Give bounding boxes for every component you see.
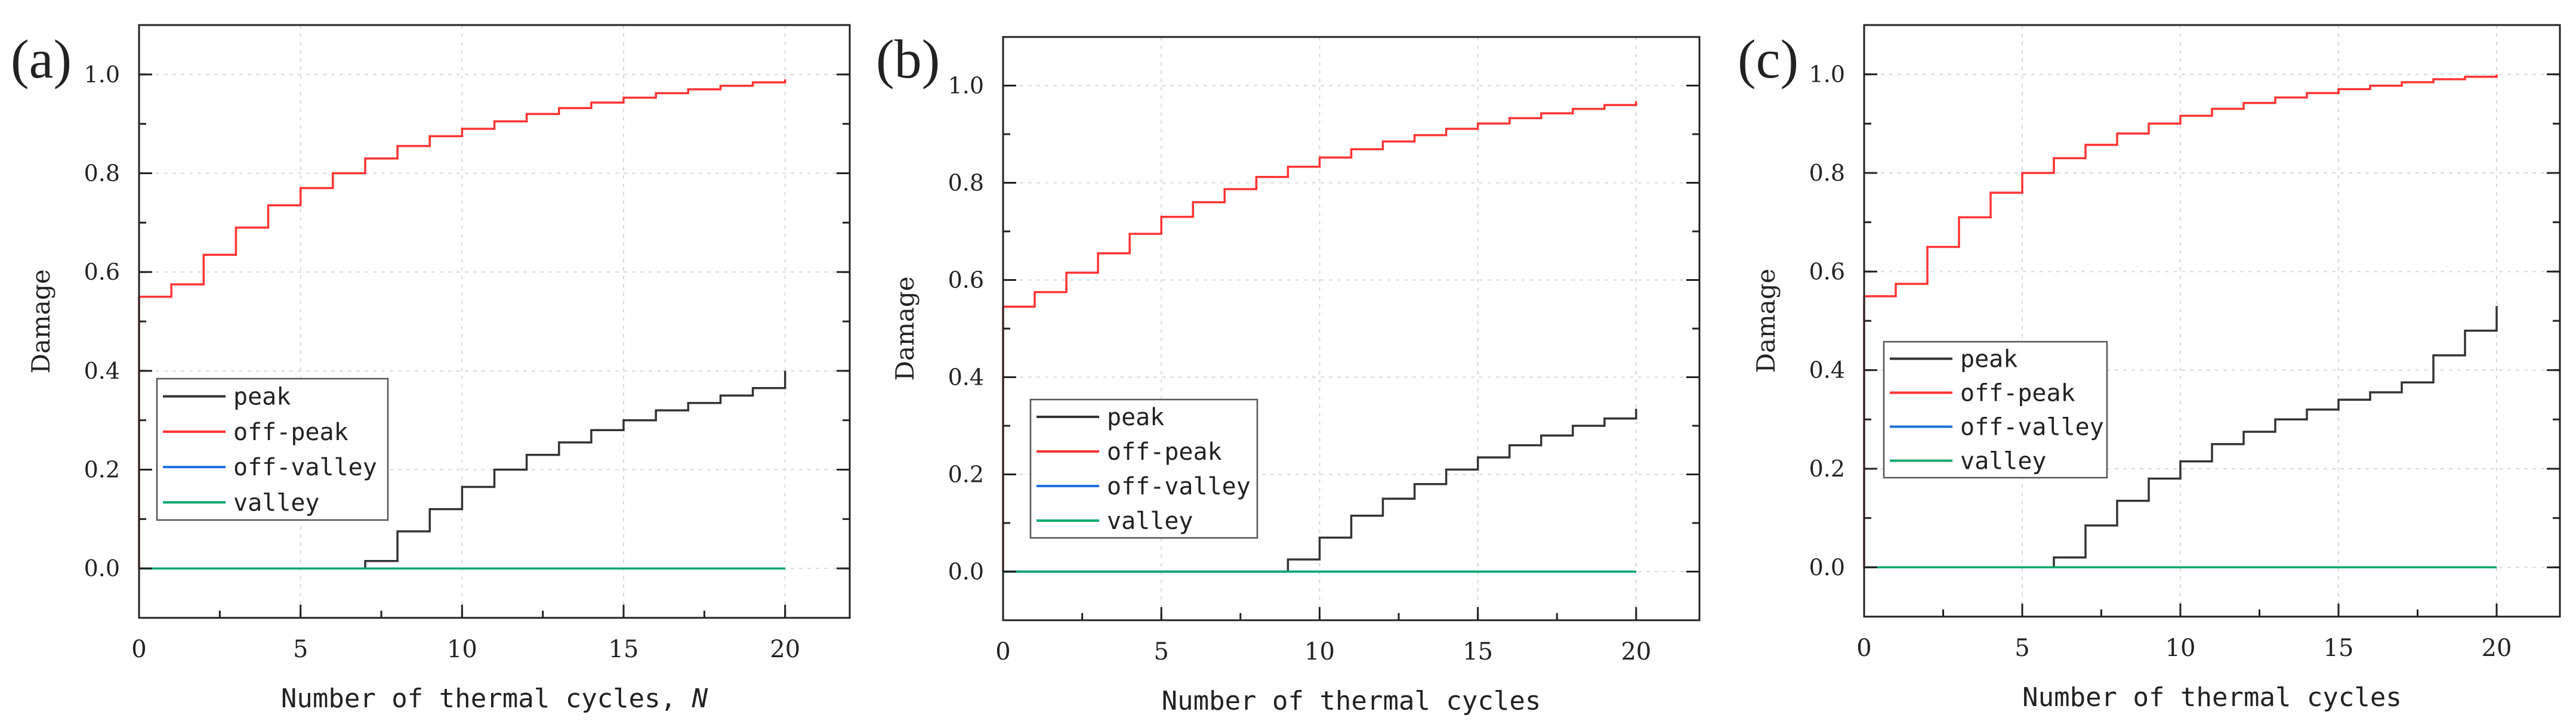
plot-area [139, 25, 850, 618]
x-axis-label: Number of thermal cycles [1162, 686, 1541, 716]
y-axis-label: Damage [26, 269, 55, 373]
y-tick-label: 0.0 [84, 555, 120, 581]
chart-panel-a: (a) 0 5 10 15 20 0.0 0.2 0.4 0.6 0.8 1.0 Number of t… [11, 24, 851, 714]
x-tick-label: 15 [2324, 635, 2354, 662]
x-axis-label: Number of thermal cycles [2022, 682, 2402, 713]
legend-label-peak: peak [233, 383, 291, 411]
y-tick-label: 0.2 [1809, 456, 1845, 482]
y-tick-label: 1.0 [948, 73, 984, 99]
legend-label-valley: valley [1107, 508, 1193, 535]
x-tick-label: 5 [2014, 635, 2029, 662]
legend: peak off-peak off-valley valley [1029, 398, 1258, 539]
x-tick-label: 0 [131, 636, 146, 663]
series-line-off-peak [139, 79, 786, 298]
legend-label-off-valley: off-valley [1960, 414, 2104, 441]
panel-label: (c) [1738, 29, 1798, 89]
y-tick-label: 0.6 [84, 259, 120, 285]
legend-box [156, 377, 389, 521]
y-tick-label: 0.4 [948, 364, 984, 391]
panel-label: (a) [11, 29, 72, 89]
chart-panel-c: (c) 0 5 10 15 20 0.0 0.2 0.4 0.6 0.8 1.0 Number of t… [1738, 24, 2561, 713]
x-tick-label: 0 [1856, 635, 1871, 662]
y-tick-label: 0.4 [1809, 357, 1845, 383]
y-tick-label: 0.0 [1809, 554, 1845, 580]
legend-label-off-peak: off-peak [1960, 380, 2075, 407]
legend-label-peak: peak [1107, 404, 1164, 431]
legend: peak off-peak off-valley valley [156, 377, 389, 521]
x-tick-label: 15 [1463, 638, 1493, 666]
x-tick-label: 0 [995, 638, 1010, 666]
y-tick-label: 0.6 [1809, 258, 1845, 284]
x-tick-label: 10 [2165, 635, 2196, 662]
panel-label: (b) [876, 29, 940, 89]
y-axis-label: Damage [1751, 268, 1781, 373]
y-axis-label: Damage [890, 276, 920, 380]
x-tick-label: 20 [2482, 635, 2512, 662]
y-tick-label: 1.0 [84, 61, 120, 88]
legend-label-off-valley: off-valley [233, 454, 377, 481]
y-tick-label: 0.8 [1809, 160, 1845, 186]
x-axis-label-variable: N [692, 683, 708, 714]
series-line-off-peak [1003, 101, 1637, 308]
y-tick-label: 0.8 [948, 170, 984, 196]
y-tick-label: 0.4 [84, 358, 120, 384]
legend: peak off-peak off-valley valley [1883, 341, 2108, 479]
y-tick-label: 0.0 [948, 559, 984, 585]
x-tick-label: 15 [609, 636, 639, 663]
series-line-off-peak [1864, 74, 2498, 298]
y-tick-label: 0.8 [84, 160, 120, 187]
legend-label-off-peak: off-peak [1107, 438, 1222, 466]
plot-area [1864, 25, 2560, 617]
x-tick-label: 5 [293, 636, 308, 663]
legend-box [1883, 341, 2108, 479]
x-tick-label: 10 [1304, 638, 1335, 666]
y-tick-label: 0.2 [948, 462, 984, 488]
legend-label-off-valley: off-valley [1107, 473, 1251, 500]
legend-label-valley: valley [1960, 448, 2047, 475]
y-tick-label: 1.0 [1809, 61, 1845, 88]
legend-label-peak: peak [1960, 346, 2017, 373]
y-tick-label: 0.6 [948, 267, 984, 293]
x-tick-label: 10 [447, 636, 477, 663]
legend-label-off-peak: off-peak [233, 419, 348, 446]
x-tick-label: 20 [1621, 638, 1651, 666]
y-tick-label: 0.2 [84, 457, 120, 483]
x-axis-label: Number of thermal cycles, N [281, 683, 708, 714]
legend-label-valley: valley [233, 489, 320, 516]
legend-box [1029, 398, 1258, 539]
chart-panel-b: (b) 0 5 10 15 20 0.0 0.2 0.4 0.6 0.8 1.0 Number of t… [876, 29, 1701, 716]
x-tick-label: 5 [1154, 638, 1169, 666]
x-tick-label: 20 [770, 636, 800, 663]
